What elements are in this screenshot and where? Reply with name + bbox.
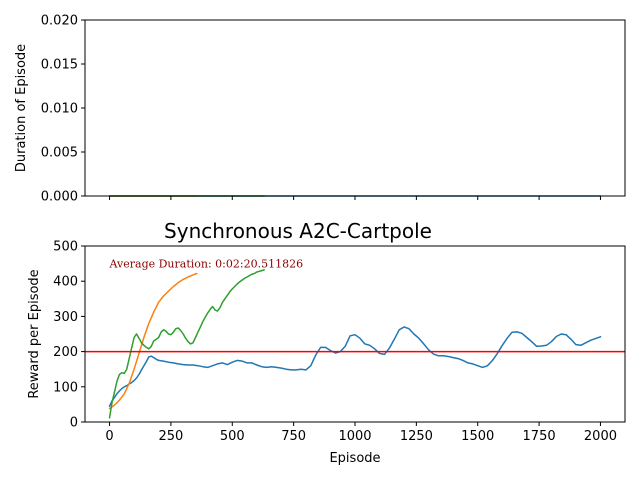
duration-y-tick-label: 0.010 xyxy=(41,102,78,117)
reward-x-axis-label: Episode xyxy=(329,451,380,466)
duration-y-axis-label: Duration of Episode xyxy=(14,44,29,172)
reward-x-tick-label: 0 xyxy=(105,429,113,444)
reward-tick-marks: 0 250 500 750 1000 1250 1500 1750 2000 0 100 200 300… xyxy=(53,240,617,445)
reward-y-tick-label: 200 xyxy=(53,345,78,360)
reward-x-tick-label: 750 xyxy=(281,429,306,444)
duration-tick-marks: 0.000 0.005 0.010 0.015 0.020 xyxy=(41,14,601,205)
reward-subplot: Synchronous A2C-Cartpole 0 250 500 750 1000 1… xyxy=(27,219,626,466)
reward-series-lines xyxy=(85,269,625,419)
reward-y-axis-label: Reward per Episode xyxy=(27,269,42,398)
reward-x-tick-label: 1500 xyxy=(461,429,494,444)
reward-series-line-1 xyxy=(108,326,602,407)
reward-x-tick-label: 1250 xyxy=(400,429,433,444)
reward-x-tick-label: 250 xyxy=(158,429,183,444)
reward-chart-title: Synchronous A2C-Cartpole xyxy=(164,219,432,243)
duration-y-tick-label: 0.020 xyxy=(41,14,78,29)
duration-subplot: 0.000 0.005 0.010 0.015 0.020 Duration of Ep… xyxy=(14,14,626,205)
reward-series-line-2 xyxy=(108,272,198,410)
duration-y-tick-label: 0.015 xyxy=(41,58,78,73)
reward-x-tick-label: 500 xyxy=(220,429,245,444)
reward-y-tick-label: 500 xyxy=(53,240,78,255)
reward-x-tick-label: 1750 xyxy=(523,429,556,444)
reward-y-tick-label: 400 xyxy=(53,275,78,290)
reward-x-tick-label: 2000 xyxy=(584,429,617,444)
duration-y-tick-label: 0.005 xyxy=(41,146,78,161)
reward-y-tick-label: 0 xyxy=(70,416,78,431)
reward-y-tick-label: 300 xyxy=(53,310,78,325)
average-duration-annotation: Average Duration: 0:02:20.511826 xyxy=(109,258,304,271)
reward-x-tick-label: 1000 xyxy=(338,429,371,444)
reward-y-tick-label: 100 xyxy=(53,380,78,395)
reward-series-line-3 xyxy=(108,269,265,419)
duration-y-tick-label: 0.000 xyxy=(41,190,78,205)
